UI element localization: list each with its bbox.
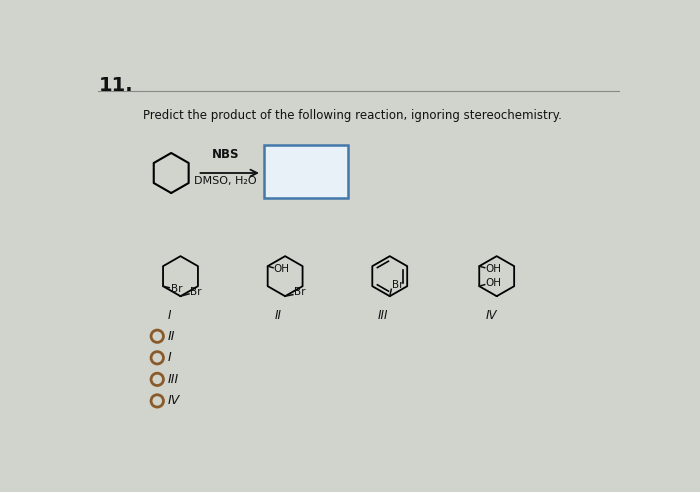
Text: Br: Br: [190, 286, 202, 297]
Text: Br: Br: [171, 284, 182, 294]
Text: III: III: [168, 373, 179, 386]
Text: NBS: NBS: [211, 148, 239, 161]
Text: II: II: [168, 330, 176, 343]
Text: I: I: [168, 351, 172, 364]
Text: OH: OH: [485, 264, 501, 274]
Text: 11.: 11.: [98, 76, 133, 95]
Text: Predict the product of the following reaction, ignoring stereochemistry.: Predict the product of the following rea…: [144, 109, 562, 122]
Text: IV: IV: [168, 395, 181, 407]
Bar: [264, 145, 348, 198]
Text: Br: Br: [392, 280, 404, 290]
Text: II: II: [274, 308, 281, 321]
Text: III: III: [377, 308, 388, 321]
Text: I: I: [168, 308, 172, 321]
Text: DMSO, H₂O: DMSO, H₂O: [194, 176, 257, 186]
Text: IV: IV: [486, 308, 497, 321]
Text: OH: OH: [485, 278, 501, 288]
Text: OH: OH: [274, 264, 290, 274]
Text: Br: Br: [294, 287, 305, 297]
